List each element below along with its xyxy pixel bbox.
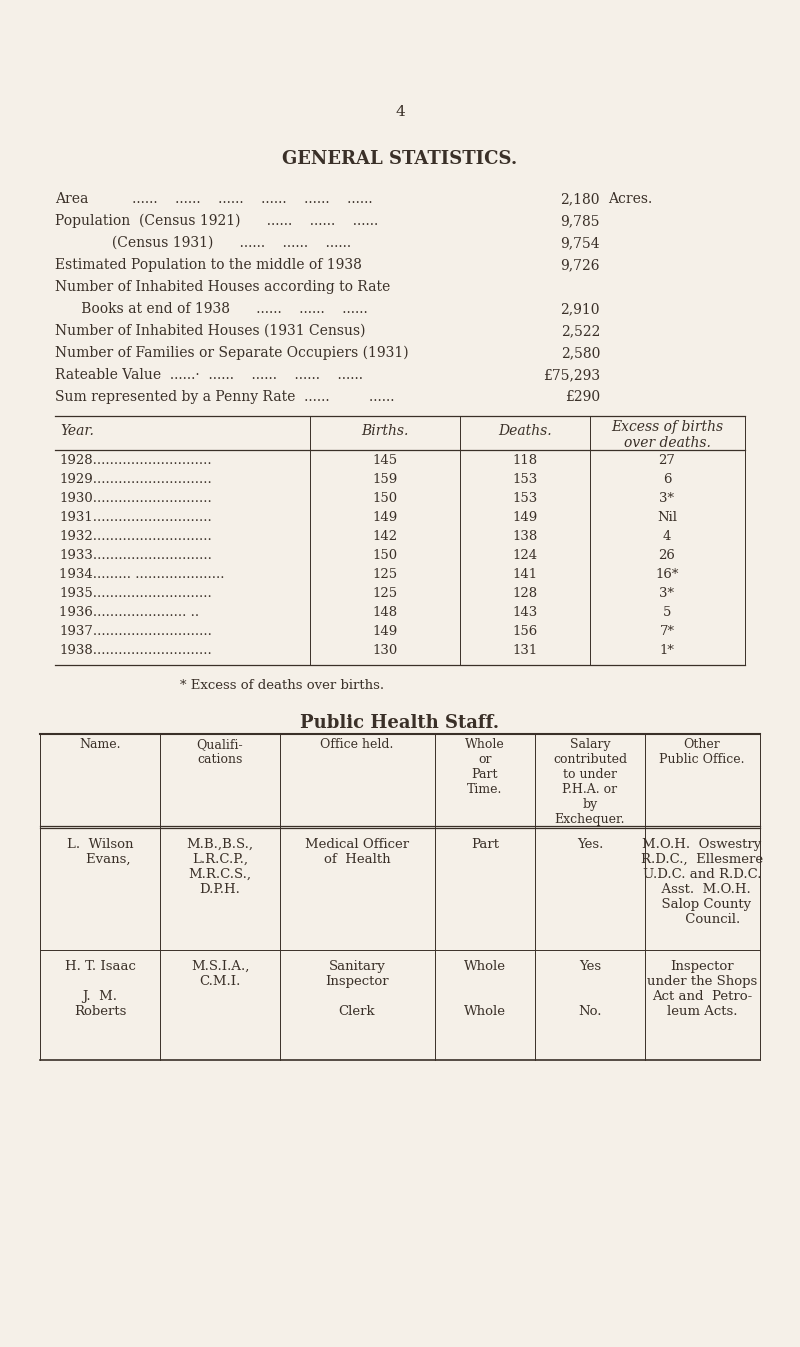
Text: Number of Families or Separate Occupiers (1931): Number of Families or Separate Occupiers… (55, 346, 409, 361)
Text: 145: 145 (373, 454, 398, 467)
Text: Acres.: Acres. (608, 193, 652, 206)
Text: £290: £290 (565, 391, 600, 404)
Text: Sanitary
Inspector

Clerk: Sanitary Inspector Clerk (325, 960, 389, 1018)
Text: Yes.: Yes. (577, 838, 603, 851)
Text: Public Health Staff.: Public Health Staff. (301, 714, 499, 731)
Text: 148: 148 (373, 606, 398, 620)
Text: 124: 124 (513, 550, 538, 562)
Text: 130: 130 (372, 644, 398, 657)
Text: Excess of births
over deaths.: Excess of births over deaths. (611, 420, 723, 450)
Text: 3*: 3* (659, 492, 674, 505)
Text: 1934......... .....................: 1934......... ..................... (59, 568, 225, 581)
Text: Deaths.: Deaths. (498, 424, 552, 438)
Text: Rateable Value  ......·  ......    ......    ......    ......: Rateable Value ......· ...... ...... ...… (55, 368, 363, 383)
Text: Area          ......    ......    ......    ......    ......    ......: Area ...... ...... ...... ...... ...... … (55, 193, 373, 206)
Text: 1933............................: 1933............................ (59, 550, 212, 562)
Text: Number of Inhabited Houses (1931 Census): Number of Inhabited Houses (1931 Census) (55, 325, 366, 338)
Text: L.  Wilson
    Evans,: L. Wilson Evans, (66, 838, 134, 866)
Text: Books at end of 1938      ......    ......    ......: Books at end of 1938 ...... ...... .....… (55, 302, 368, 317)
Text: 3*: 3* (659, 587, 674, 599)
Text: 4: 4 (395, 105, 405, 119)
Text: H. T. Isaac

J.  M.
Roberts: H. T. Isaac J. M. Roberts (65, 960, 135, 1018)
Text: Part: Part (471, 838, 499, 851)
Text: 1931............................: 1931............................ (59, 511, 212, 524)
Text: M.O.H.  Oswestry
R.D.C.,  Ellesmere
U.D.C. and R.D.C.
  Asst.  M.O.H.
  Salop Co: M.O.H. Oswestry R.D.C., Ellesmere U.D.C.… (641, 838, 763, 925)
Text: 6: 6 (662, 473, 671, 486)
Text: 27: 27 (658, 454, 675, 467)
Text: 118: 118 (513, 454, 538, 467)
Text: M.S.I.A.,
C.M.I.: M.S.I.A., C.M.I. (191, 960, 249, 987)
Text: 143: 143 (512, 606, 538, 620)
Text: (Census 1931)      ......    ......    ......: (Census 1931) ...... ...... ...... (55, 236, 351, 251)
Text: 141: 141 (513, 568, 538, 581)
Text: 142: 142 (373, 529, 398, 543)
Text: Year.: Year. (60, 424, 94, 438)
Text: 153: 153 (512, 473, 538, 486)
Text: 1929............................: 1929............................ (59, 473, 212, 486)
Text: 5: 5 (663, 606, 671, 620)
Text: 1937............................: 1937............................ (59, 625, 212, 638)
Text: 150: 150 (373, 492, 398, 505)
Text: 1930............................: 1930............................ (59, 492, 212, 505)
Text: 125: 125 (373, 568, 398, 581)
Text: 7*: 7* (659, 625, 674, 638)
Text: 131: 131 (512, 644, 538, 657)
Text: 2,910: 2,910 (561, 302, 600, 317)
Text: 128: 128 (513, 587, 538, 599)
Text: 1935............................: 1935............................ (59, 587, 212, 599)
Text: Whole


Whole: Whole Whole (464, 960, 506, 1018)
Text: 156: 156 (512, 625, 538, 638)
Text: Other
Public Office.: Other Public Office. (659, 738, 745, 766)
Text: 1*: 1* (659, 644, 674, 657)
Text: 125: 125 (373, 587, 398, 599)
Text: 9,785: 9,785 (561, 214, 600, 228)
Text: Births.: Births. (362, 424, 409, 438)
Text: £75,293: £75,293 (543, 368, 600, 383)
Text: 2,522: 2,522 (561, 325, 600, 338)
Text: 4: 4 (663, 529, 671, 543)
Text: 1928............................: 1928............................ (59, 454, 212, 467)
Text: Population  (Census 1921)      ......    ......    ......: Population (Census 1921) ...... ...... .… (55, 214, 378, 229)
Text: 159: 159 (372, 473, 398, 486)
Text: Nil: Nil (657, 511, 677, 524)
Text: Name.: Name. (79, 738, 121, 752)
Text: Office held.: Office held. (320, 738, 394, 752)
Text: M.B.,B.S.,
L.R.C.P.,
M.R.C.S.,
D.P.H.: M.B.,B.S., L.R.C.P., M.R.C.S., D.P.H. (186, 838, 254, 896)
Text: 138: 138 (512, 529, 538, 543)
Text: Estimated Population to the middle of 1938: Estimated Population to the middle of 19… (55, 259, 362, 272)
Text: Qualifi-
cations: Qualifi- cations (197, 738, 243, 766)
Text: Sum represented by a Penny Rate  ......         ......: Sum represented by a Penny Rate ...... .… (55, 391, 394, 404)
Text: 149: 149 (372, 511, 398, 524)
Text: 9,754: 9,754 (560, 236, 600, 251)
Text: Medical Officer
of  Health: Medical Officer of Health (305, 838, 409, 866)
Text: Yes


No.: Yes No. (578, 960, 602, 1018)
Text: 153: 153 (512, 492, 538, 505)
Text: Whole
or
Part
Time.: Whole or Part Time. (465, 738, 505, 796)
Text: 9,726: 9,726 (561, 259, 600, 272)
Text: Inspector
under the Shops
Act and  Petro-
leum Acts.: Inspector under the Shops Act and Petro-… (647, 960, 757, 1018)
Text: 26: 26 (658, 550, 675, 562)
Text: 2,580: 2,580 (561, 346, 600, 360)
Text: 149: 149 (512, 511, 538, 524)
Text: * Excess of deaths over births.: * Excess of deaths over births. (180, 679, 384, 692)
Text: GENERAL STATISTICS.: GENERAL STATISTICS. (282, 150, 518, 168)
Text: 2,180: 2,180 (561, 193, 600, 206)
Text: 150: 150 (373, 550, 398, 562)
Text: 16*: 16* (655, 568, 678, 581)
Text: 1936...................... ..: 1936...................... .. (59, 606, 199, 620)
Text: Number of Inhabited Houses according to Rate: Number of Inhabited Houses according to … (55, 280, 390, 294)
Text: 149: 149 (372, 625, 398, 638)
Text: 1938............................: 1938............................ (59, 644, 212, 657)
Text: 1932............................: 1932............................ (59, 529, 212, 543)
Text: Salary
contributed
to under
P.H.A. or
by
Exchequer.: Salary contributed to under P.H.A. or by… (553, 738, 627, 826)
